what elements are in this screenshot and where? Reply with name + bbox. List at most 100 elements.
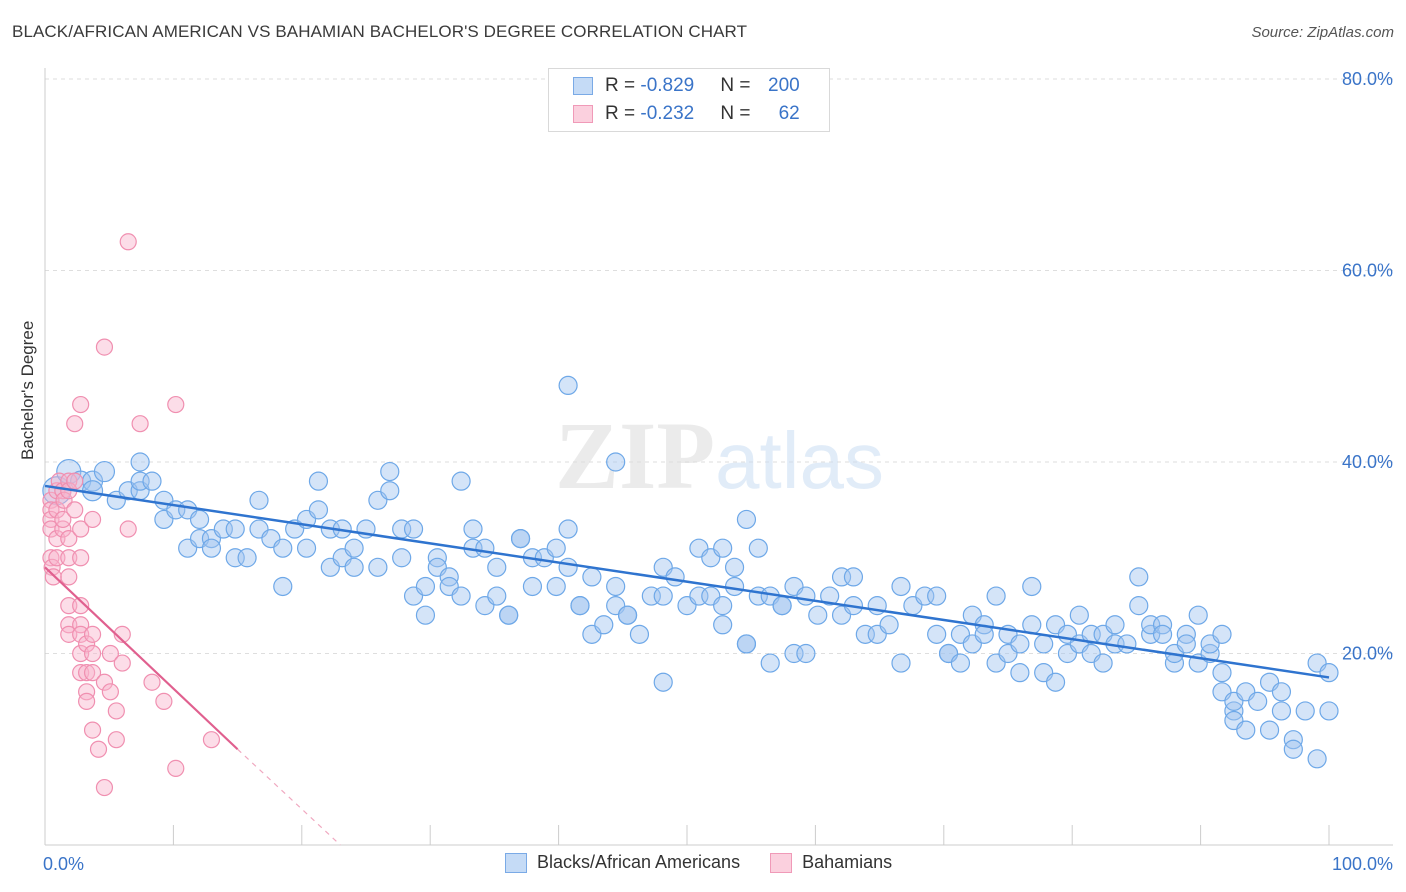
- point-blacks: [1010, 634, 1030, 654]
- point-bahamians: [72, 644, 90, 663]
- series-legend: Blacks/African Americans Bahamians: [505, 852, 922, 873]
- point-bahamians: [72, 597, 90, 615]
- point-blacks: [653, 672, 673, 692]
- point-bahamians: [60, 568, 78, 586]
- x-tick-label-max: 100.0%: [1332, 854, 1393, 874]
- legend-n-label-2: N =: [720, 103, 756, 124]
- point-blacks: [368, 557, 388, 577]
- point-blacks: [558, 375, 578, 395]
- point-blacks: [820, 586, 840, 606]
- point-blacks: [546, 576, 566, 597]
- point-blacks: [1307, 749, 1327, 769]
- point-blacks: [1010, 663, 1030, 683]
- point-blacks: [1319, 663, 1339, 683]
- point-bahamians: [42, 520, 60, 538]
- point-blacks: [130, 452, 150, 472]
- point-blacks: [499, 605, 519, 625]
- point-blacks: [308, 471, 329, 491]
- legend-row-blacks: R = -0.829 N = 200: [573, 74, 800, 98]
- legend-swatch-blacks: [505, 852, 527, 873]
- x-tick-label-min: 0.0%: [43, 854, 84, 874]
- point-blacks: [796, 643, 816, 664]
- point-bahamians: [101, 644, 119, 663]
- point-blacks: [606, 452, 626, 472]
- point-blacks: [392, 548, 412, 568]
- point-blacks: [415, 576, 436, 597]
- point-bahamians: [48, 529, 66, 548]
- point-bahamians: [89, 740, 108, 758]
- y-axis-label: Bachelor's Degree: [18, 320, 37, 460]
- point-blacks: [308, 500, 329, 520]
- point-bahamians: [107, 702, 125, 720]
- point-bahamians: [167, 759, 185, 778]
- point-blacks: [653, 586, 673, 606]
- point-blacks: [986, 586, 1006, 606]
- legend-r-value-2: -0.232: [640, 103, 695, 124]
- point-blacks: [1212, 624, 1232, 644]
- legend-r-label-2: R =: [605, 103, 641, 124]
- point-blacks: [225, 519, 245, 539]
- point-blacks: [1283, 739, 1303, 759]
- point-blacks: [487, 586, 507, 606]
- point-blacks: [629, 624, 650, 644]
- point-blacks: [1045, 672, 1066, 692]
- point-blacks: [772, 596, 792, 616]
- point-blacks: [1105, 615, 1125, 635]
- watermark-atlas: atlas: [715, 416, 884, 505]
- correlation-legend: R = -0.829 N = 200 R = -0.232 N = 62: [548, 68, 830, 132]
- point-blacks: [463, 519, 483, 539]
- point-blacks: [475, 538, 495, 558]
- point-bahamians: [78, 683, 96, 701]
- point-blacks: [1069, 605, 1089, 625]
- point-blacks: [713, 596, 733, 616]
- point-blacks: [415, 605, 436, 625]
- point-blacks: [1129, 596, 1149, 616]
- point-blacks: [594, 615, 614, 635]
- point-bahamians: [95, 778, 114, 797]
- point-blacks: [380, 461, 400, 482]
- point-bahamians: [113, 625, 131, 643]
- point-blacks: [451, 471, 471, 491]
- point-blacks: [760, 653, 780, 673]
- point-bahamians: [72, 625, 90, 643]
- point-blacks: [296, 538, 317, 558]
- legend-item-bahamians: Bahamians: [770, 852, 892, 873]
- point-bahamians: [113, 654, 131, 672]
- point-blacks: [1212, 663, 1232, 683]
- point-blacks: [891, 653, 911, 673]
- point-blacks: [142, 471, 162, 491]
- point-bahamians: [72, 616, 90, 634]
- point-bahamians: [55, 491, 73, 509]
- point-blacks: [1117, 634, 1137, 654]
- legend-n-value-1: 200: [768, 75, 800, 96]
- point-bahamians: [95, 338, 114, 356]
- source-label: Source: ZipAtlas.com: [1251, 24, 1394, 41]
- trend-line-bahamians-extension: [237, 748, 341, 846]
- legend-swatch-blue: [573, 77, 593, 95]
- y-tick-label: 60.0%: [1342, 261, 1393, 281]
- legend-n-label-1: N =: [720, 75, 756, 96]
- point-bahamians: [60, 549, 78, 567]
- point-blacks: [558, 519, 578, 539]
- point-bahamians: [42, 501, 60, 519]
- point-blacks: [522, 576, 543, 597]
- point-blacks: [736, 634, 757, 654]
- point-blacks: [1248, 691, 1268, 711]
- point-blacks: [344, 557, 364, 577]
- point-blacks: [724, 576, 745, 597]
- legend-r-label-1: R =: [605, 75, 641, 96]
- point-bahamians: [119, 233, 137, 251]
- point-bahamians: [83, 721, 102, 739]
- point-bahamians: [66, 472, 84, 490]
- legend-swatch-bahamians: [770, 852, 793, 873]
- point-blacks: [713, 615, 733, 635]
- point-bahamians: [72, 520, 90, 538]
- point-bahamians: [101, 683, 119, 701]
- point-bahamians: [60, 597, 78, 615]
- chart-title: BLACK/AFRICAN AMERICAN VS BAHAMIAN BACHE…: [12, 22, 748, 41]
- point-bahamians: [83, 664, 102, 682]
- watermark: ZIP atlas: [555, 402, 884, 509]
- point-blacks: [1259, 720, 1280, 740]
- point-blacks: [582, 567, 602, 587]
- point-blacks: [617, 605, 638, 625]
